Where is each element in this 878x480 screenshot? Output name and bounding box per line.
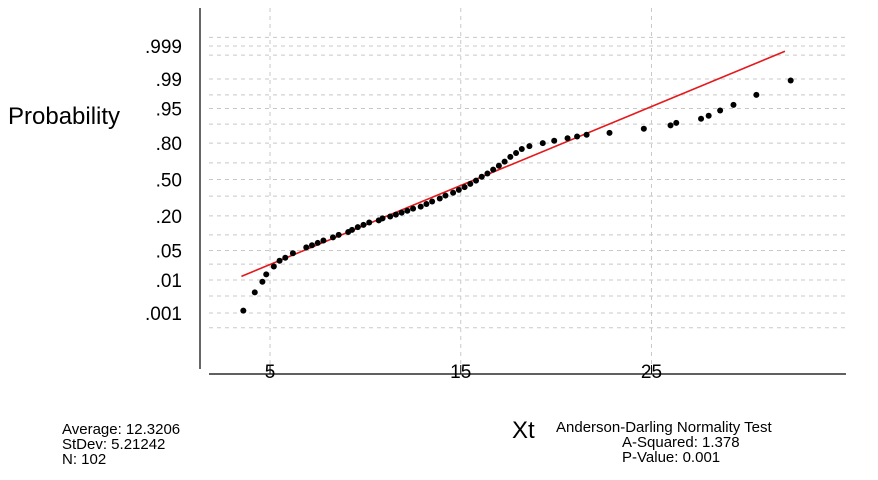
y-tick-label: .05 [156,242,182,263]
data-points [240,77,794,314]
data-point [349,226,356,233]
data-point [640,125,647,132]
data-point [753,91,760,98]
data-point [270,263,277,270]
data-point [240,307,247,314]
data-point [354,224,361,231]
data-point [335,231,342,238]
stdev-value: StDev: 5.21242 [62,436,166,453]
x-axis-title: Xt [512,417,535,444]
data-point [436,195,443,202]
data-point [730,101,737,108]
a-squared-value: A-Squared: 1.378 [622,434,740,451]
data-point [329,234,336,241]
data-point [366,219,373,226]
data-point [360,221,367,228]
data-point [289,250,296,257]
data-point [410,205,417,212]
data-point [698,115,705,122]
data-point [490,166,497,173]
data-point [673,119,680,126]
average-value: Average: 12.3206 [62,421,181,438]
y-tick-labels: .999 .99 .95 .80 .50 .20 .05 .01 .001 [145,37,182,325]
data-point [392,211,399,218]
data-point [787,77,794,84]
y-tick-label: .99 [156,70,182,91]
y-tick-label: .80 [156,134,182,155]
data-point [455,186,462,193]
x-tick-labels: 5 15 25 [265,362,662,383]
summary-stats: Average: 12.3206 StDev: 5.21242 N: 102 [62,422,180,467]
x-tick-label: 5 [265,362,276,383]
data-point [539,140,546,147]
data-point [417,203,424,210]
data-point [526,143,533,150]
data-point [429,198,436,205]
n-value: N: 102 [62,451,107,468]
y-tick-label: .20 [156,207,182,228]
y-axis-title: Probability [8,103,120,130]
data-point [308,242,315,249]
data-point [282,254,289,261]
data-point [303,244,310,251]
y-tick-label: .01 [156,271,182,292]
grid-lines [209,8,846,369]
data-point [478,173,485,180]
y-tick-label: .999 [145,37,182,58]
data-point [551,137,558,144]
data-point [667,122,674,129]
x-tick-label: 25 [641,362,662,383]
data-point [507,153,514,160]
data-point [442,192,449,199]
data-point [450,189,457,196]
data-point [461,184,468,191]
data-point [398,209,405,216]
data-point [251,289,258,296]
data-point [606,129,613,136]
data-point [387,213,394,220]
y-tick-label: .001 [145,304,182,325]
y-tick-label: .95 [156,99,182,120]
data-point [513,150,520,157]
data-point [467,180,474,187]
data-point [518,145,525,152]
test-title: Anderson-Darling Normality Test [556,419,772,436]
data-point [276,257,283,264]
data-point [320,237,327,244]
data-point [583,131,590,138]
data-point [484,170,491,177]
data-point [263,271,270,278]
data-point [705,112,712,119]
data-point [379,215,386,222]
data-point [404,207,411,214]
y-tick-label: .50 [156,171,182,192]
data-point [259,278,266,285]
x-tick-label: 15 [450,362,471,383]
data-point [717,107,724,114]
data-point [495,162,502,169]
data-point [564,135,571,142]
anderson-darling-test: Anderson-Darling Normality Test A-Square… [556,420,772,465]
data-point [423,201,430,208]
data-point [314,239,321,246]
data-point [473,177,480,184]
p-value: P-Value: 0.001 [622,449,721,466]
data-point [501,158,508,165]
data-point [574,133,581,140]
